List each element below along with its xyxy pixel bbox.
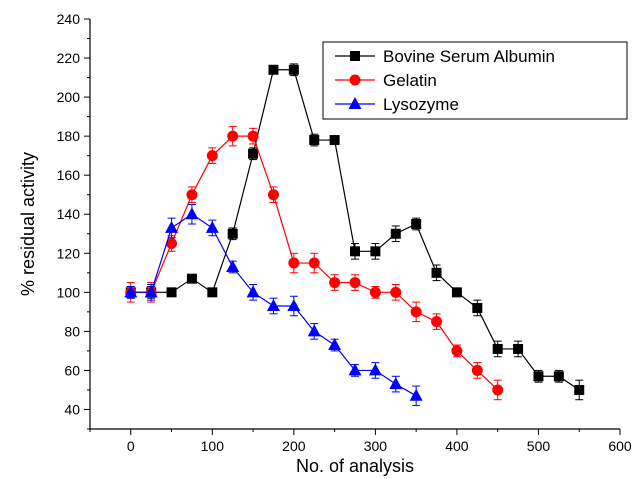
legend-entry-gelatin: Gelatin (335, 71, 437, 90)
y-tick-label: 240 (57, 11, 81, 27)
legend-marker (348, 97, 362, 109)
data-point (389, 377, 403, 390)
y-tick-label: 60 (64, 362, 80, 378)
data-point (369, 286, 381, 298)
data-point (206, 150, 218, 162)
data-point (409, 388, 423, 401)
data-point (227, 130, 239, 142)
legend-marker-shape (350, 51, 360, 61)
data-point (350, 246, 360, 257)
series-layer (124, 63, 585, 407)
data-point (431, 316, 443, 328)
data-point (390, 228, 401, 239)
data-point (248, 148, 259, 159)
data-point (247, 130, 259, 142)
legend-marker (350, 51, 360, 61)
legend-label: Gelatin (383, 71, 437, 90)
y-axis-title: % residual activity (18, 152, 38, 296)
legend-entry-bovine-serum-albumin: Bovine Serum Albumin (335, 47, 555, 66)
data-point (328, 338, 342, 351)
x-tick-label: 600 (608, 438, 632, 454)
data-point (348, 363, 362, 376)
series-lysozyme (124, 203, 423, 407)
legend: Bovine Serum Albumin Gelatin Lysozyme (322, 41, 628, 120)
series-bovine-serum-albumin (125, 63, 585, 401)
y-tick-label: 220 (57, 50, 81, 66)
x-axis-ticks: 0 100 200 300 400 500 600 (89, 429, 632, 454)
data-point (368, 363, 382, 376)
data-point (410, 306, 422, 318)
data-point (574, 384, 585, 395)
data-point (246, 285, 260, 298)
y-tick-label: 180 (57, 128, 81, 144)
data-point (533, 371, 544, 382)
y-tick-label: 160 (57, 167, 81, 183)
data-point (349, 277, 361, 289)
data-point (186, 273, 197, 284)
data-point (267, 189, 279, 201)
y-tick-label: 120 (57, 245, 81, 261)
data-point (451, 345, 463, 357)
data-point (553, 371, 564, 382)
y-tick-label: 200 (57, 89, 81, 105)
y-tick-label: 100 (57, 284, 81, 300)
data-point (287, 299, 301, 311)
data-point (411, 219, 422, 229)
data-point (492, 343, 503, 354)
data-point (124, 285, 138, 298)
data-point (329, 135, 340, 146)
data-point (226, 259, 240, 272)
data-point (268, 64, 279, 75)
x-axis-title: No. of analysis (296, 456, 414, 476)
data-point (205, 220, 219, 233)
series-gelatin (125, 125, 504, 401)
data-point (390, 286, 402, 298)
y-tick-label: 140 (57, 206, 81, 222)
y-axis-ticks: 40 60 80 100 120 140 160 180 200 220 240 (57, 11, 90, 430)
data-point (513, 343, 524, 354)
y-tick-label: 40 (64, 401, 80, 417)
legend-label: Lysozyme (383, 95, 459, 114)
x-tick-label: 0 (127, 438, 135, 454)
data-point (166, 238, 178, 250)
data-point (329, 277, 341, 289)
data-point (166, 287, 177, 298)
data-point (144, 285, 158, 298)
x-tick-label: 400 (445, 438, 469, 454)
data-point (308, 257, 320, 269)
data-point (431, 267, 442, 278)
data-point (207, 287, 218, 298)
data-point (185, 207, 199, 220)
data-point (165, 220, 179, 233)
data-point (309, 135, 320, 146)
data-point (227, 228, 238, 239)
legend-entry-lysozyme: Lysozyme (335, 95, 459, 114)
data-point (471, 364, 483, 376)
data-point (266, 299, 280, 311)
data-point (288, 64, 299, 75)
legend-marker-shape (349, 74, 361, 86)
data-point (186, 189, 198, 201)
x-tick-label: 500 (527, 438, 551, 454)
x-tick-label: 100 (201, 438, 225, 454)
y-tick-label: 80 (64, 323, 80, 339)
legend-label: Bovine Serum Albumin (383, 47, 555, 66)
legend-marker (349, 74, 361, 86)
data-point (492, 384, 504, 396)
data-point (288, 257, 300, 269)
data-point (472, 302, 483, 313)
legend-marker-shape (348, 97, 362, 109)
data-point (451, 287, 462, 298)
x-tick-label: 200 (282, 438, 306, 454)
axes (89, 19, 620, 430)
data-point (370, 246, 381, 257)
x-tick-label: 300 (364, 438, 388, 454)
data-point (307, 324, 321, 337)
